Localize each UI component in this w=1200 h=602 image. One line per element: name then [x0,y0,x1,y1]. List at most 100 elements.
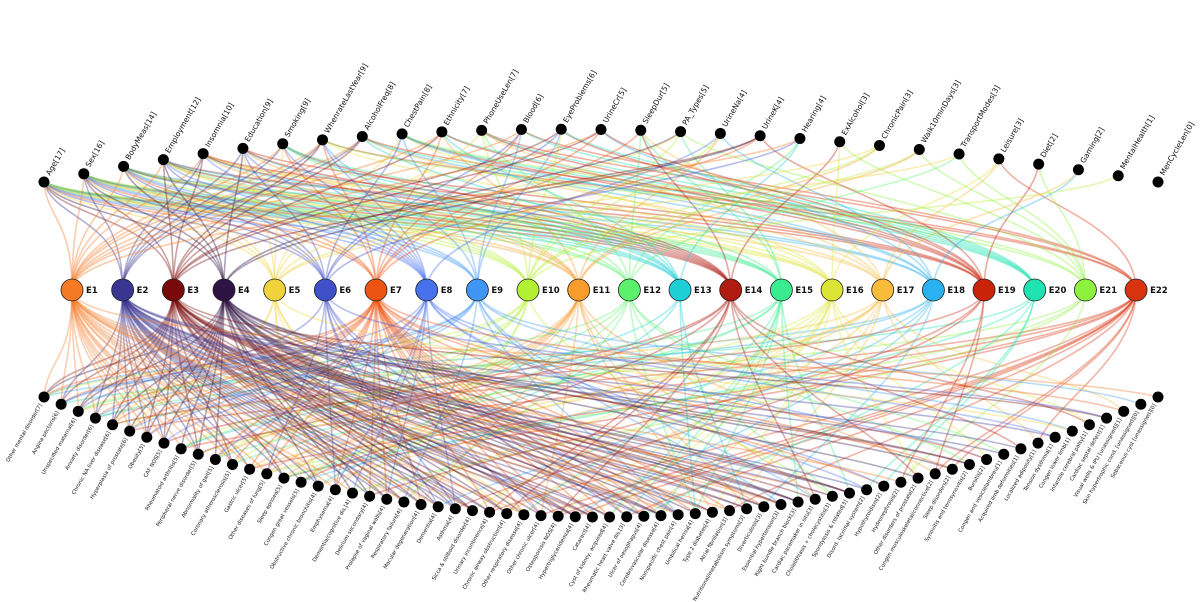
hub-label-e10: E10 [542,286,560,296]
edge-eyeproblems-6-e3 [172,128,562,291]
edge-e4-nonspecific-chest-pain-4 [223,289,679,516]
hub-node-e21 [1074,278,1097,302]
edge-e3-anxiety-disorder-6 [94,289,175,419]
edge-e7-prolapse-of-vaginal-walls-4 [375,289,388,500]
edge-e11-other-chronic-ulcer-4 [540,289,580,516]
edge-e16-cyst-of-kidney-acquired-4 [608,289,833,518]
edge-e20-sleep-apnoea-5 [283,289,1036,479]
edge-e9-other-mental-disorder-7 [43,289,479,398]
bottom-node-coronary-atherosclerosis-5 [227,458,239,470]
edge-e22-congen-musculoskeletal-connective-2 [934,289,1137,475]
edge-e8-bursitis-2 [425,289,987,461]
bottom-node-hydronephrosis-2 [895,476,907,488]
edge-pa-types-5-e21 [679,131,1087,291]
hub-node-e9 [465,278,489,302]
top-node-label: Ethnicity[7] [442,85,472,127]
edge-sex-16-e14 [83,173,732,291]
edge-chronicpain-3-e5 [273,144,880,291]
edge-e9-congen-lower-limb-1 [476,289,1073,432]
bottom-node-cyst-of-kidney-acquired-4 [604,511,616,523]
hub-label-e7: E7 [390,286,402,296]
edge-urinecr-5-e7 [375,129,602,291]
hub-node-e14 [719,278,743,302]
edge-e16-prolapse-of-vaginal-walls-4 [386,289,833,500]
edge-leisure-3-e22 [998,158,1137,291]
edge-e7-other-respiratory-disease-4 [375,289,525,516]
bottom-node-congen-and-vesiclelambreu-1 [998,448,1010,460]
edge-e10-abnormality-of-gait-5 [214,289,529,461]
edge-e11-nutritional-metabolism-symptoms-3 [577,289,748,510]
edge-sex-16-e9 [83,173,479,291]
bottom-node-label: Other mental disorder[7] [5,403,43,463]
edge-age-17-e16 [43,181,833,291]
edge-e10-coronary-atherosclerosis-5 [231,289,529,466]
top-node-pa-types-5 [675,126,687,138]
edge-ethnicity-7-e13 [441,131,681,291]
edge-e3-sleep-apnoea-5 [172,289,285,479]
edge-pa-types-5-e15 [679,131,783,291]
edge-e17-ulcer-of-oesophagus-4 [643,289,884,517]
edge-e5-obstructive-chronic-bronchitis-4 [273,289,320,487]
edge-e5-congen-great-vessels-5 [273,289,302,483]
edge-e2-urinary-incontinence-4 [121,289,491,513]
edge-e12-umbilical-hernia-4 [628,289,697,514]
edge-e4-unspecified-maternal-6 [77,289,225,412]
edge-e6-cardiac-septal-defect-1 [324,289,1107,419]
bottom-node-urinary-incontinence-4 [484,506,496,518]
edge-e6-nonspecific-chest-pain-4 [324,289,679,516]
edge-sex-16-e15 [83,173,783,291]
edge-e1-other-diseases-of-lung-5 [71,289,268,475]
hub-label-e2: E2 [137,286,149,296]
bottom-node-rheumatoid-arthritis-5 [175,443,187,455]
edge-e7-umbilical-hernia-4 [375,289,696,515]
edge-e1-obesity-5 [71,289,148,438]
edge-e12-unspecified-maternal-6 [77,289,631,413]
bottom-node-osteoporosis-nos-4 [552,510,564,522]
edge-e21-hydronephrosis-2 [900,289,1087,483]
edge-e3-other-chronic-ulcer-4 [172,289,542,517]
edge-e3-diverticulosis-3 [172,289,765,508]
edge-bodymeas-14-e17 [123,165,884,291]
edge-e4-peripheral-nerve-disorder-5 [197,289,225,455]
edge-e8-abnormality-of-gait-5 [214,289,428,460]
edge-e13-rheumatoid-arthritis-5 [180,289,681,450]
edge-e22-atrial-fibrillation-3 [729,289,1137,512]
edge-alcoholfreq-8-e3 [172,136,364,291]
bottom-node-umbilical-hernia-4 [689,508,701,520]
edge-e8-tension-dysthmia-1 [425,289,1056,438]
bottom-node-cataract-4 [586,511,598,523]
edge-e18-diverticulosis-3 [763,289,935,508]
edge-e3-angina-pectoris-6 [60,289,175,405]
edge-e17-gastric-ulcer-5 [249,289,884,470]
edge-whenratelastyear-9-e8 [321,139,428,291]
hub-label-e19: E19 [998,286,1016,296]
edge-alcoholfreq-8-e17 [361,135,884,291]
top-node-label: BodyMeas[14] [124,110,159,161]
edge-insomnia-10-e19 [202,152,985,291]
edge-e18-anxiety-disorder-6 [95,289,935,419]
bottom-node-congen-great-vessels-5 [295,476,307,488]
bottom-node-acquired-limb-deformities-1 [1015,443,1027,455]
top-node-smoking-9 [277,138,289,150]
edge-employment-12-e14 [162,158,732,291]
hub-label-e3: E3 [187,286,199,296]
edge-e15-other-respiratory-disease-4 [523,289,783,516]
edge-e4-chronic-na-liver-disease-6 [111,289,225,426]
edge-e2-hyperplasia-of-prostate-6 [121,289,131,432]
edge-e2-peripheral-nerve-disorder-5 [121,289,200,455]
edge-employment-12-e8 [162,159,428,291]
edge-e2-delirium-secondary-4 [121,289,371,497]
hub-label-e20: E20 [1049,286,1067,296]
edge-age-17-e10 [43,181,529,291]
edge-e17-unspecified-maternal-6 [78,289,884,413]
top-node-age-17 [38,176,50,188]
edge-e7-gastric-ulcer-5 [248,289,377,470]
edge-chronicpain-3-e10 [527,144,881,291]
bottom-node-congen-musculoskeletal-connective-2 [929,468,941,480]
edge-e7-ulcer-of-oesophagus-4 [375,289,645,517]
top-node-label: Sex[16] [84,139,106,169]
bottom-node-tension-dysthmia-1 [1049,431,1061,443]
edge-e4-other-mental-disorder-7 [43,289,225,398]
edge-bodymeas-14-e10 [123,165,529,291]
edge-e3-cardiac-septal-defect-1 [172,289,1107,419]
